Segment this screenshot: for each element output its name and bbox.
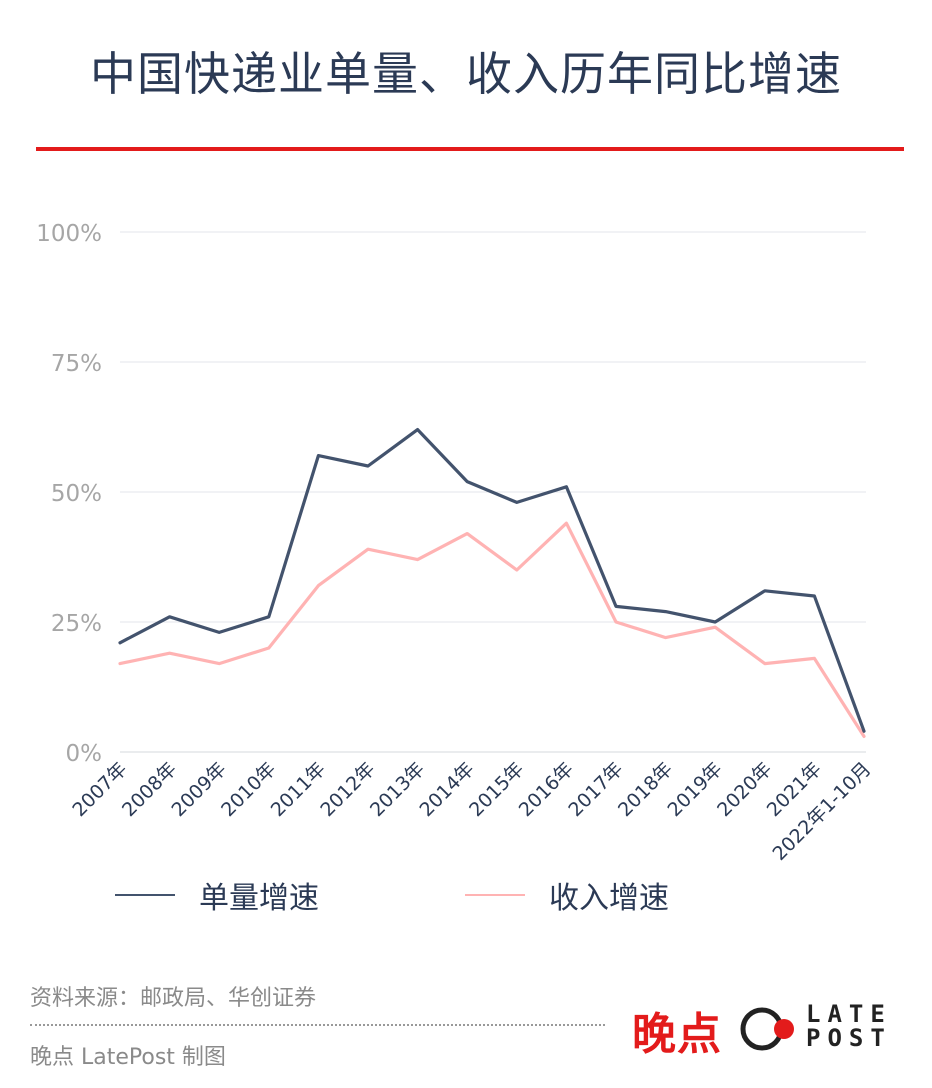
brand-name-en: LATE POST bbox=[806, 1002, 892, 1050]
source-note: 资料来源：邮政局、华创证券 bbox=[30, 986, 317, 1011]
chart-title: 中国快递业单量、收入历年同比增速 bbox=[90, 47, 842, 101]
series-line-revenue bbox=[118, 521, 866, 739]
legend-item-revenue: 收入增速 bbox=[465, 870, 669, 920]
x-tick-label: 2015年 bbox=[465, 758, 528, 821]
brand-en-line1: LATE bbox=[806, 1000, 892, 1028]
x-tick-label: 2010年 bbox=[217, 758, 280, 821]
title-divider bbox=[36, 147, 904, 151]
x-tick-label: 2007年 bbox=[68, 758, 131, 821]
dotted-divider bbox=[30, 1024, 605, 1026]
x-tick-label: 2012年 bbox=[316, 758, 379, 821]
x-tick-label: 2008年 bbox=[118, 758, 181, 821]
series-line-volume bbox=[118, 428, 866, 733]
y-tick-label: 75% bbox=[51, 351, 102, 377]
y-tick-label: 0% bbox=[66, 741, 103, 767]
latepost-logo-icon bbox=[740, 1007, 794, 1051]
y-tick-label: 25% bbox=[51, 611, 102, 637]
x-tick-label: 2011年 bbox=[267, 758, 330, 821]
x-tick-label: 2020年 bbox=[713, 758, 776, 821]
y-tick-label: 50% bbox=[51, 481, 102, 507]
x-tick-label: 2018年 bbox=[614, 758, 677, 821]
y-tick-label: 100% bbox=[36, 221, 102, 247]
x-tick-label: 2017年 bbox=[564, 758, 627, 821]
legend-swatch-revenue bbox=[465, 894, 525, 896]
brand-en-line2: POST bbox=[806, 1024, 892, 1052]
credit-note: 晚点 LatePost 制图 bbox=[30, 1045, 226, 1070]
x-tick-label: 2019年 bbox=[664, 758, 727, 821]
x-tick-label: 2014年 bbox=[416, 758, 479, 821]
x-tick-label: 2016年 bbox=[515, 758, 578, 821]
legend-label-revenue: 收入增速 bbox=[549, 881, 669, 916]
x-tick-label: 2009年 bbox=[168, 758, 231, 821]
legend-label-volume: 单量增速 bbox=[199, 881, 319, 916]
legend-swatch-volume bbox=[115, 894, 175, 896]
line-chart: 0% 25% 50% 75% 100% 2007年2008年2009年2010年2011年… bbox=[36, 221, 875, 865]
x-tick-label: 2013年 bbox=[366, 758, 429, 821]
legend-item-volume: 单量增速 bbox=[115, 870, 319, 920]
brand-name-cn: 晚点 bbox=[632, 1009, 722, 1060]
